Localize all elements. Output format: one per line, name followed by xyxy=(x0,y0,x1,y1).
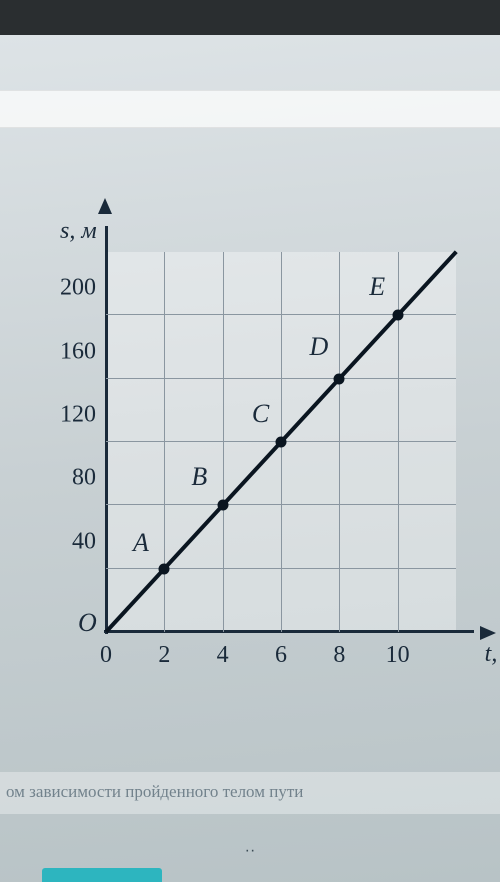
data-point xyxy=(334,373,345,384)
origin-label: O xyxy=(78,608,97,638)
gridline-horizontal xyxy=(106,504,456,505)
x-tick-label: 8 xyxy=(333,642,345,669)
gridline-vertical xyxy=(339,252,340,632)
point-label: A xyxy=(133,528,149,558)
x-tick-label: 10 xyxy=(386,642,410,669)
plot-area: O t, с 40801201602000246810ABCDE xyxy=(106,252,456,632)
y-tick-label: 160 xyxy=(60,338,96,365)
content-area: s, м O t, с 40 80 120 160 200 0 2 4 6 8 10 A B C D E ом… xyxy=(0,35,500,882)
y-tick-label: 40 xyxy=(72,528,96,555)
x-axis-arrow xyxy=(480,626,496,640)
point-label: E xyxy=(369,272,385,302)
x-tick-label: 4 xyxy=(217,642,229,669)
x-tick-label: 6 xyxy=(275,642,287,669)
point-label: B xyxy=(191,462,207,492)
bottom-hint: ·· xyxy=(245,842,256,860)
data-point xyxy=(276,437,287,448)
gridline-horizontal xyxy=(106,378,456,379)
point-label: C xyxy=(252,399,269,429)
page-top-strip xyxy=(0,90,500,128)
y-axis xyxy=(105,226,108,634)
x-tick-label: 0 xyxy=(100,642,112,669)
x-axis-title: t, с xyxy=(485,641,500,668)
x-tick-label: 2 xyxy=(158,642,170,669)
gridline-vertical xyxy=(164,252,165,632)
gridline-vertical xyxy=(223,252,224,632)
y-tick-label: 200 xyxy=(60,275,96,302)
data-point xyxy=(159,563,170,574)
caption-text: ом зависимости пройденного телом пути xyxy=(0,772,500,814)
point-label: D xyxy=(310,332,329,362)
device-bezel xyxy=(0,0,500,35)
x-axis xyxy=(104,630,474,633)
y-tick-label: 80 xyxy=(72,465,96,492)
data-point xyxy=(217,500,228,511)
y-tick-label: 120 xyxy=(60,402,96,429)
data-point xyxy=(392,310,403,321)
y-axis-arrow xyxy=(98,198,112,214)
distance-time-chart: s, м O t, с 40801201602000246810ABCDE xyxy=(28,230,478,690)
gridline-horizontal xyxy=(106,314,456,315)
bottom-tab-chip[interactable] xyxy=(42,868,162,882)
y-axis-title: s, м xyxy=(60,218,97,245)
